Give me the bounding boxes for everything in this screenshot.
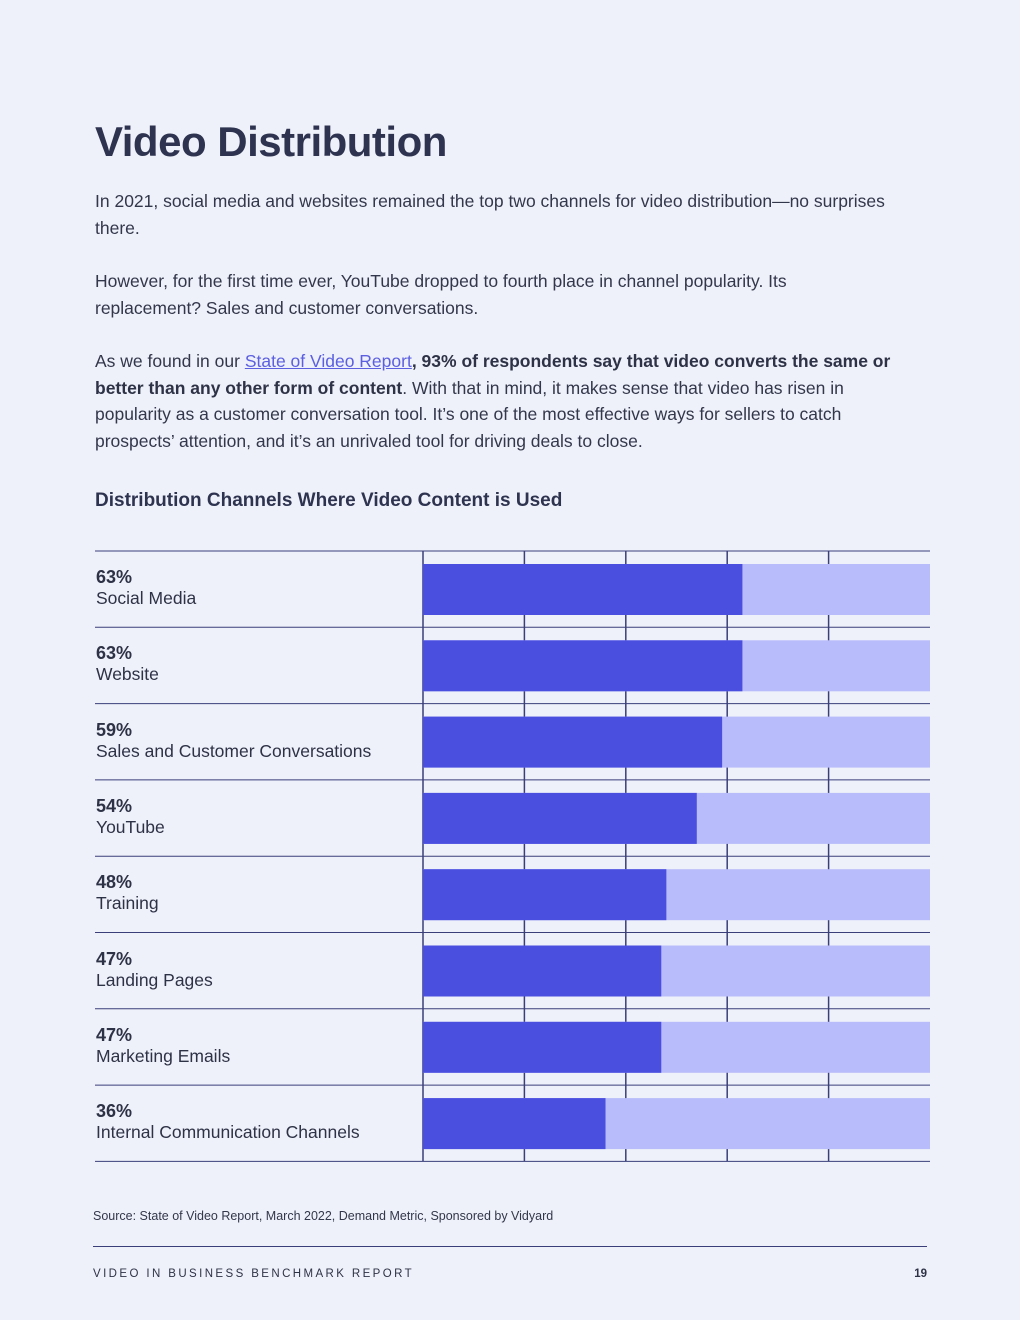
bar-5 [423, 869, 667, 921]
state-of-video-report-link[interactable]: State of Video Report [244, 351, 412, 371]
category-label: YouTube [96, 816, 165, 837]
value-label: 36% [96, 1101, 133, 1122]
footer-report-title: VIDEO IN BUSINESS BENCHMARK REPORT [93, 1268, 415, 1280]
row-label: 59% Sales and Customer Conversations [96, 720, 371, 762]
paragraph-3-highlight: , 93% of respondents say that video conv… [95, 351, 891, 398]
value-label: 48% [96, 872, 133, 893]
value-label: 63% [96, 643, 133, 664]
intro-text: In 2021, social media and websites remai… [95, 188, 895, 481]
paragraph-2: However, for the first time ever, YouTub… [95, 271, 787, 318]
category-label: Internal Communication Channels [96, 1122, 360, 1143]
paragraph-3-rest: . With that in mind, it makes sense that… [95, 377, 844, 451]
row-label: 48% Training [96, 872, 159, 914]
row-label: 54% YouTube [96, 796, 165, 838]
paragraph-3-prefix: As we found in our [95, 351, 245, 371]
source-note: Source: State of Video Report, March 202… [93, 1209, 554, 1223]
chart-title: Distribution Channels Where Video Conten… [95, 490, 563, 511]
category-label: Website [96, 664, 159, 685]
category-label: Marketing Emails [96, 1045, 231, 1066]
bar-7 [423, 1021, 662, 1073]
category-label: Social Media [96, 588, 197, 608]
row-label: 47% Marketing Emails [96, 1025, 230, 1067]
row-label: 47% Landing Pages [96, 949, 213, 991]
bar-3 [423, 716, 723, 768]
value-label: 59% [96, 719, 133, 740]
value-label: 47% [96, 1024, 133, 1045]
category-label: Landing Pages [96, 969, 213, 990]
category-label: Sales and Customer Conversations [96, 740, 372, 761]
paragraph-1: In 2021, social media and websites remai… [95, 191, 885, 238]
value-label: 63% [96, 567, 133, 587]
page-title: Video Distribution [95, 118, 447, 165]
bar-1 [423, 564, 743, 615]
value-label: 47% [96, 948, 133, 969]
bar-6 [423, 945, 662, 997]
page-number: 19 [914, 1268, 927, 1280]
footer-divider [93, 1246, 927, 1247]
paragraph-3: As we found in our State of Video Report… [95, 348, 895, 454]
row-label: 36% Internal Communication Channels [96, 1101, 360, 1143]
bar-2 [423, 640, 743, 692]
bar-8 [423, 1098, 606, 1150]
row-label: 63% Social Media [96, 567, 196, 609]
row-label: 63% Website [96, 643, 159, 685]
bar-4 [423, 792, 697, 844]
category-label: Training [96, 893, 159, 914]
value-label: 54% [96, 795, 133, 816]
